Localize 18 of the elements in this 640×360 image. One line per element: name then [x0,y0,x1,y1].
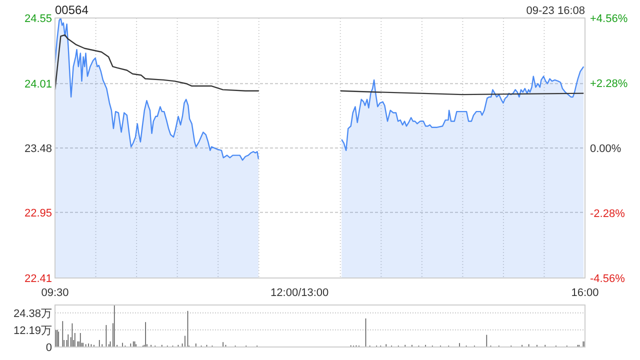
x-tick-label: 09:30 [41,287,69,299]
y2-tick-label: 0.00% [590,143,622,155]
y2-tick-label: -4.56% [590,273,626,285]
chart-subtitle: 09-23 16:08 [526,5,585,17]
y-tick-label: 23.48 [24,143,52,155]
y-tick-label: 24.01 [24,78,52,91]
y-tick-label: 24.55 [24,13,52,25]
y2-tick-label: +2.28% [590,78,628,90]
y2-tick-label: +4.56% [590,13,628,25]
y-tick-label: 22.41 [24,273,52,285]
x-tick-label: 16:00 [571,287,599,299]
y2-tick-label: -2.28% [590,208,626,220]
y-tick-label: 24.38万 [13,308,52,320]
text: 12:00/13:00 [270,287,329,299]
chart-title: 00564 [55,3,89,17]
y-tick-label: 0 [46,342,52,354]
y-tick-label: 22.95 [24,207,52,220]
y-tick-label: 12.19万 [13,324,52,337]
